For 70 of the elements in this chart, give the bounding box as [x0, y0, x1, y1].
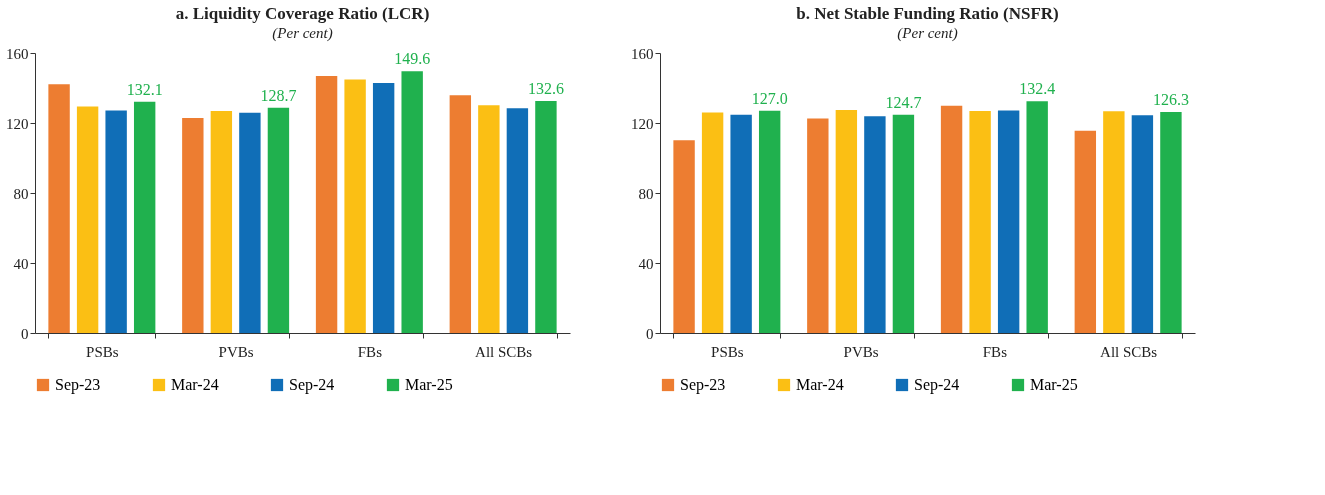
x-tick-label: PSBs — [711, 343, 744, 360]
legend-label: Mar-24 — [171, 376, 219, 393]
bar — [478, 105, 500, 333]
chart-subtitle: (Per cent) — [272, 25, 333, 42]
bar — [76, 106, 99, 333]
y-tick-label: 40 — [638, 255, 654, 272]
bar — [182, 117, 204, 333]
bar — [940, 105, 963, 333]
chart-subtitle: (Per cent) — [897, 25, 958, 42]
bar — [133, 101, 156, 333]
y-tick-label: 80 — [13, 185, 29, 202]
data-label: 132.4 — [1019, 80, 1056, 98]
bar — [758, 110, 781, 333]
bar — [48, 84, 70, 333]
bar — [673, 140, 695, 333]
bar — [864, 116, 886, 333]
y-tick-label: 80 — [638, 185, 654, 202]
chart-title: b. Net Stable Funding Ratio (NSFR) — [796, 4, 1059, 23]
bar — [210, 111, 233, 333]
legend-label: Sep-24 — [914, 376, 960, 394]
bar — [267, 107, 290, 333]
bar — [730, 114, 752, 333]
bar — [1160, 111, 1182, 333]
data-label: 149.6 — [394, 50, 431, 68]
bar — [1074, 130, 1097, 333]
x-tick-label: PVBs — [843, 343, 879, 360]
legend-label: Mar-25 — [405, 376, 453, 393]
bar — [701, 112, 724, 333]
y-tick-label: 120 — [6, 115, 29, 132]
bar — [535, 100, 557, 333]
bar — [807, 118, 829, 333]
legend-label: Sep-23 — [55, 376, 101, 394]
bar — [969, 110, 991, 333]
bar — [892, 114, 915, 333]
data-label: 126.3 — [1152, 90, 1189, 108]
data-label: 124.7 — [885, 93, 922, 111]
legend-label: Mar-24 — [796, 376, 844, 393]
bar — [372, 83, 395, 333]
chart-title: a. Liquidity Coverage Ratio (LCR) — [175, 4, 430, 23]
bar — [1026, 101, 1048, 333]
data-label: 128.7 — [260, 86, 297, 104]
x-tick-label: All SCBs — [1100, 343, 1158, 360]
legend-label: Sep-24 — [289, 376, 335, 394]
data-label: 127.0 — [751, 89, 788, 107]
legend-label: Sep-23 — [680, 376, 726, 394]
y-tick-label: 0 — [646, 325, 654, 342]
y-tick-label: 160 — [631, 45, 654, 62]
bar — [835, 109, 858, 333]
bar — [344, 79, 366, 333]
legend-label: Mar-25 — [1030, 376, 1078, 393]
y-tick-label: 160 — [6, 45, 29, 62]
x-tick-label: PSBs — [86, 343, 119, 360]
bar — [1131, 115, 1154, 333]
y-tick-label: 0 — [21, 325, 29, 342]
bar — [401, 71, 423, 333]
x-tick-label: PVBs — [218, 343, 254, 360]
bar — [315, 75, 338, 333]
bar — [449, 95, 472, 333]
x-tick-label: FBs — [982, 343, 1008, 360]
x-tick-label: FBs — [357, 343, 383, 360]
bar — [239, 112, 261, 333]
bar — [1103, 111, 1125, 333]
bar — [997, 110, 1020, 333]
x-tick-label: All SCBs — [475, 343, 533, 360]
bar — [506, 108, 529, 333]
y-tick-label: 40 — [13, 255, 29, 272]
data-label: 132.6 — [527, 79, 564, 97]
y-tick-label: 120 — [631, 115, 654, 132]
data-label: 132.1 — [126, 80, 163, 98]
bar — [105, 110, 127, 333]
